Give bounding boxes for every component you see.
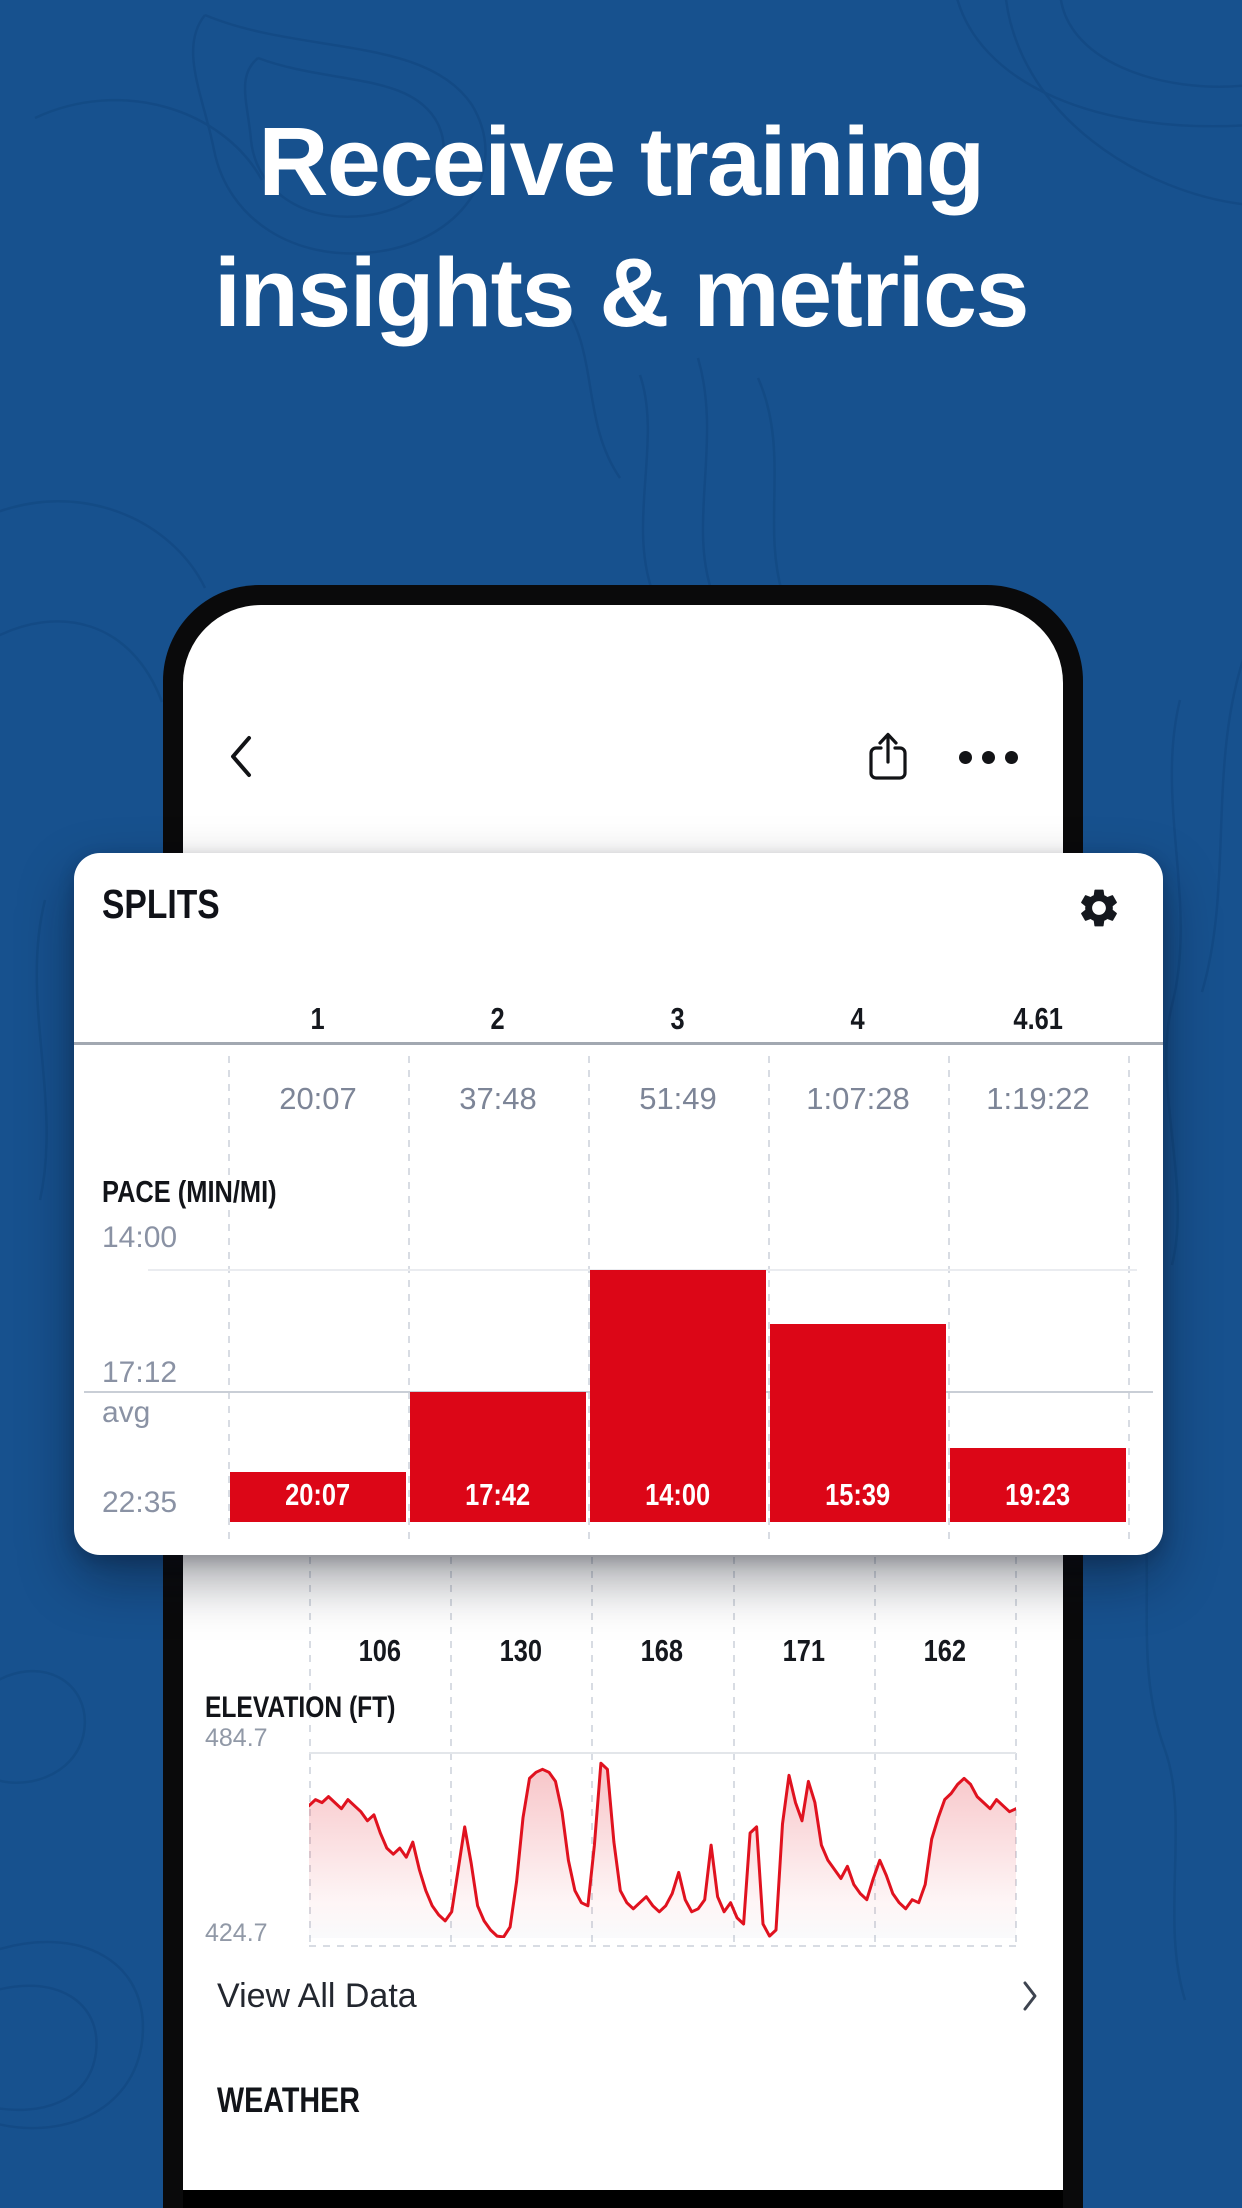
pace-tick-avg: avg xyxy=(102,1396,151,1429)
ellipsis-dot xyxy=(982,751,995,764)
pace-bar-value: 17:42 xyxy=(465,1476,531,1512)
split-mile-label: 4 xyxy=(850,1001,866,1036)
pace-bar-value: 20:07 xyxy=(285,1476,351,1512)
splits-gridline xyxy=(768,1056,770,1541)
elevation-gridline xyxy=(1015,1557,1017,1947)
pace-bar-value: 19:23 xyxy=(1005,1476,1071,1512)
view-all-data-label: View All Data xyxy=(217,1977,417,2015)
split-cumulative-time: 37:48 xyxy=(459,1081,537,1116)
pace-bar[interactable]: 19:23 xyxy=(950,1447,1126,1522)
share-icon[interactable] xyxy=(866,731,910,781)
elevation-split-value: 168 xyxy=(640,1633,683,1668)
elevation-top-gridline xyxy=(309,1752,1016,1754)
headline: Receive training insights & metrics xyxy=(0,96,1242,358)
elevation-chart xyxy=(309,1761,1016,1938)
split-cumulative-time: 1:07:28 xyxy=(806,1081,910,1116)
pace-bar[interactable]: 17:42 xyxy=(410,1392,586,1522)
chevron-right-icon xyxy=(1023,1981,1037,2011)
screen-bottom-strip xyxy=(183,2190,1063,2208)
pace-tick-17: 17:12 xyxy=(102,1356,178,1389)
gear-icon[interactable] xyxy=(1076,885,1122,931)
split-cumulative-time: 51:49 xyxy=(639,1081,717,1116)
splits-gridline xyxy=(948,1056,950,1541)
split-cumulative-time: 1:19:22 xyxy=(986,1081,1090,1116)
pace-bar-value: 15:39 xyxy=(825,1476,891,1512)
elevation-ymax-label: 484.7 xyxy=(205,1724,268,1752)
pace-bar-value: 14:00 xyxy=(645,1477,711,1512)
splits-gridline xyxy=(588,1056,590,1541)
view-all-data-row[interactable]: View All Data xyxy=(183,1963,1063,2029)
pace-bar[interactable]: 20:07 xyxy=(230,1471,406,1522)
elevation-section-title: ELEVATION (FT) xyxy=(205,1691,396,1724)
splits-card-title: SPLITS xyxy=(102,881,220,927)
elevation-baseline xyxy=(309,1945,1016,1947)
split-cumulative-time: 20:07 xyxy=(279,1081,357,1116)
pace-bar[interactable]: 14:00 xyxy=(590,1270,766,1522)
splits-gridline xyxy=(228,1056,230,1541)
elevation-split-value: 130 xyxy=(499,1633,542,1668)
splits-gridline xyxy=(408,1056,410,1541)
elevation-ymin-label: 424.7 xyxy=(205,1919,268,1947)
split-mile-label: 4.61 xyxy=(1013,1001,1063,1036)
pace-tick-14: 14:00 xyxy=(102,1221,178,1254)
split-mile-label: 3 xyxy=(670,1001,686,1036)
pace-bar[interactable]: 15:39 xyxy=(770,1324,946,1522)
headline-line2: insights & metrics xyxy=(214,238,1029,347)
pace-tick-22: 22:35 xyxy=(102,1486,178,1519)
weather-section-title: WEATHER xyxy=(217,2081,360,2120)
elevation-split-value: 106 xyxy=(358,1633,401,1668)
splits-gridline xyxy=(1128,1056,1130,1541)
split-mile-label: 1 xyxy=(310,1001,326,1036)
split-mile-label: 2 xyxy=(490,1001,506,1036)
back-icon[interactable] xyxy=(227,734,253,779)
splits-header-divider xyxy=(74,1042,1163,1045)
elevation-split-value: 162 xyxy=(923,1633,966,1668)
headline-line1: Receive training xyxy=(258,107,985,216)
ellipsis-dot xyxy=(959,751,972,764)
ellipsis-dot xyxy=(1005,751,1018,764)
pace-axis-title: PACE (MIN/MI) xyxy=(102,1174,277,1209)
elevation-split-value: 171 xyxy=(782,1633,825,1668)
splits-card: SPLITS 1 2 3 4 4.61 20:07 37:48 51:49 1:07:28 1:… xyxy=(74,853,1163,1555)
